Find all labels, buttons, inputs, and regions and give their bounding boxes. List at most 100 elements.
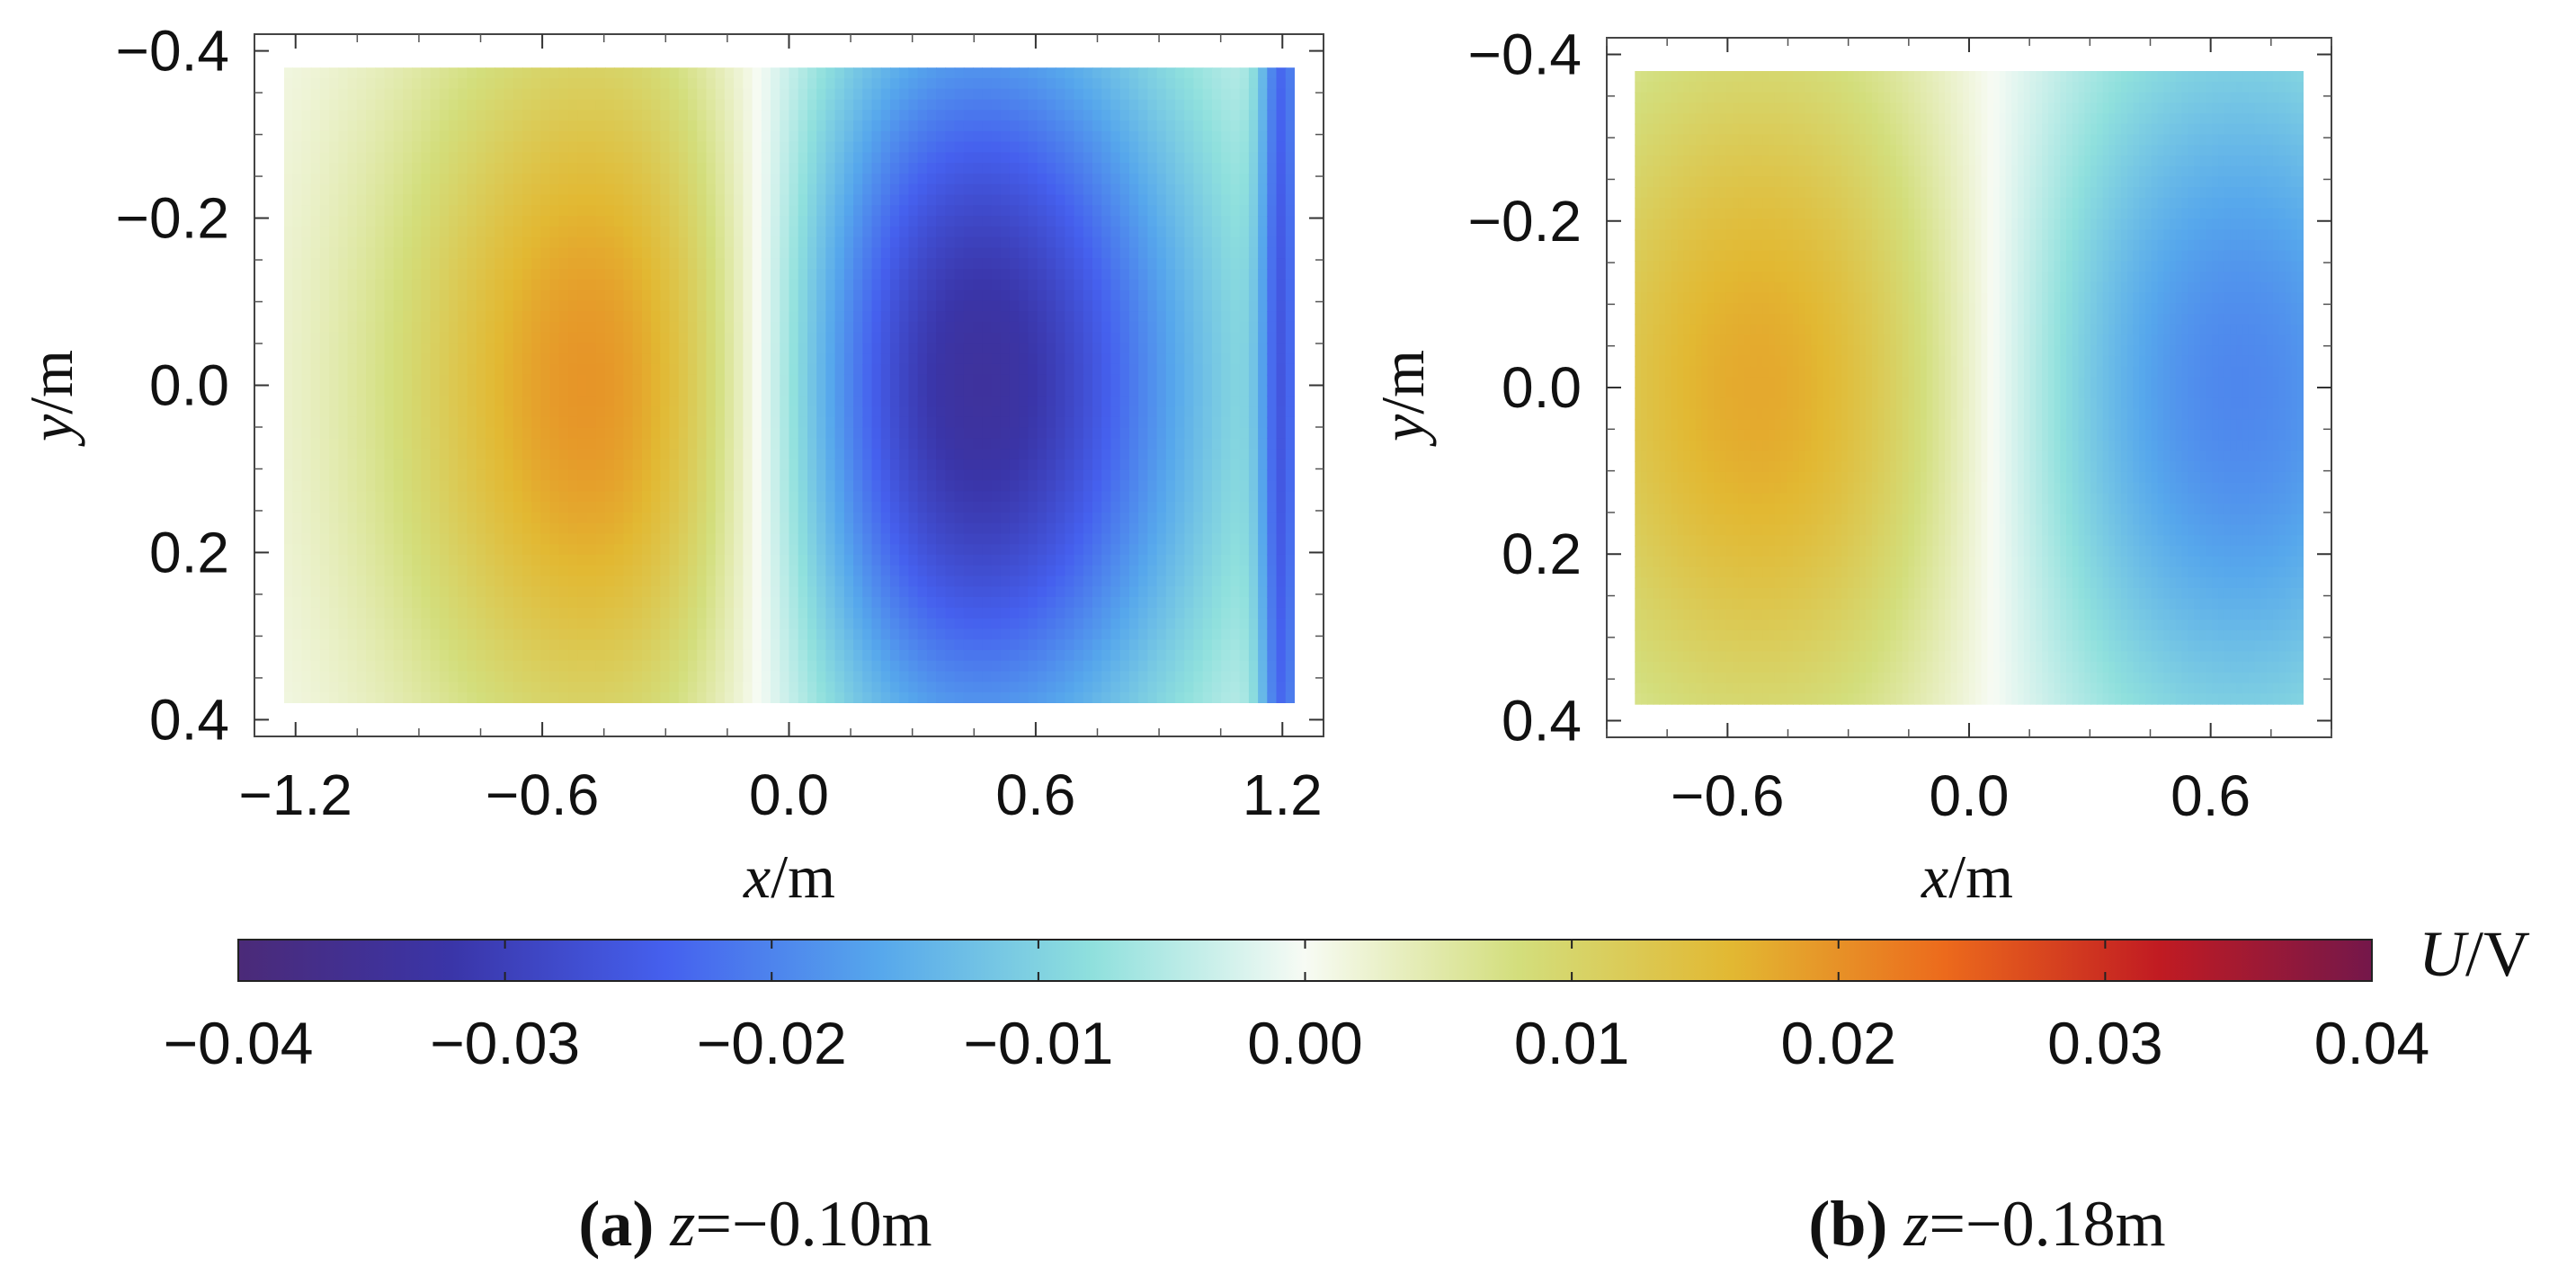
heatmap-cell <box>632 247 643 259</box>
heatmap-cell <box>871 469 882 482</box>
heatmap-cell <box>319 502 330 513</box>
heatmap-cell <box>982 544 993 556</box>
heatmap-cell <box>586 152 597 164</box>
heatmap-cell <box>771 522 780 535</box>
heatmap-cell <box>449 343 459 354</box>
heatmap-cell <box>586 512 597 524</box>
heatmap-cell <box>521 141 532 154</box>
heatmap-cell <box>1028 406 1038 418</box>
heatmap-cell <box>1037 406 1047 418</box>
heatmap-cell <box>513 332 523 344</box>
heatmap-cell <box>734 141 744 154</box>
heatmap-cell <box>558 554 569 566</box>
heatmap-cell <box>853 671 864 683</box>
heatmap-cell <box>1028 130 1038 143</box>
heatmap-cell <box>458 88 468 101</box>
heatmap-cell <box>356 332 367 344</box>
heatmap-cell <box>595 279 606 291</box>
heatmap-cell <box>586 607 597 620</box>
heatmap-cell <box>825 174 836 185</box>
heatmap-cell <box>513 183 523 196</box>
heatmap-cell <box>954 438 965 450</box>
heatmap-cell <box>660 586 671 598</box>
heatmap-cell <box>743 406 753 418</box>
heatmap-cell <box>1000 332 1011 344</box>
heatmap-cell <box>1037 174 1047 185</box>
heatmap-cell <box>641 279 652 291</box>
heatmap-cell <box>476 459 486 471</box>
heatmap-cell <box>623 363 634 376</box>
heatmap-cell <box>734 480 744 493</box>
heatmap-cell <box>669 512 680 524</box>
heatmap-cell <box>412 618 423 630</box>
heatmap-cell <box>862 438 873 450</box>
heatmap-cell <box>586 374 597 387</box>
heatmap-cell <box>660 416 671 429</box>
heatmap-cell <box>521 459 532 471</box>
heatmap-cell <box>384 639 395 651</box>
heatmap-cell <box>623 480 634 493</box>
heatmap-cell <box>871 88 882 101</box>
heatmap-cell <box>595 174 606 185</box>
heatmap-cell <box>439 586 450 598</box>
heatmap-cell <box>412 607 423 620</box>
heatmap-cell <box>558 544 569 556</box>
heatmap-cell <box>1037 459 1047 471</box>
heatmap-cell <box>917 216 928 227</box>
heatmap-cell <box>982 639 993 651</box>
heatmap-cell <box>899 639 910 651</box>
heatmap-cell <box>991 152 1002 164</box>
heatmap-cell <box>734 533 744 545</box>
heatmap-cell <box>660 512 671 524</box>
heatmap-cell <box>780 522 790 535</box>
heatmap-cell <box>531 692 542 703</box>
heatmap-cell <box>697 353 708 365</box>
heatmap-cell <box>798 512 808 524</box>
heatmap-cell <box>816 311 827 323</box>
heatmap-cell <box>375 491 386 503</box>
heatmap-cell <box>439 141 450 154</box>
heatmap-cell <box>724 469 735 482</box>
heatmap-cell <box>862 110 873 121</box>
heatmap-cell <box>761 110 771 121</box>
heatmap-cell <box>284 660 293 673</box>
heatmap-cell <box>614 554 625 566</box>
heatmap-cell <box>834 353 845 365</box>
heatmap-cell <box>449 660 459 673</box>
heatmap-cell <box>403 67 413 79</box>
heatmap-cell <box>412 629 423 640</box>
heatmap-cell <box>1028 639 1038 651</box>
heatmap-cell <box>660 396 671 407</box>
heatmap-cell <box>568 639 579 651</box>
heatmap-cell <box>706 618 717 630</box>
heatmap-cell <box>1019 269 1030 281</box>
heatmap-cell <box>356 174 367 185</box>
heatmap-cell <box>586 522 597 535</box>
heatmap-cell <box>310 682 321 693</box>
heatmap-cell <box>743 247 753 259</box>
heatmap-cell <box>605 502 615 513</box>
heatmap-cell <box>651 671 662 683</box>
heatmap-cell <box>430 491 441 503</box>
heatmap-cell <box>798 247 808 259</box>
heatmap-cell <box>1037 533 1047 545</box>
heatmap-cell <box>292 194 303 207</box>
heatmap-cell <box>513 300 523 312</box>
heatmap-cell <box>926 671 937 683</box>
heatmap-cell <box>301 311 312 323</box>
heatmap-cell <box>1000 363 1011 376</box>
heatmap-cell <box>486 385 495 397</box>
heatmap-cell <box>917 343 928 354</box>
heatmap-cell <box>605 311 615 323</box>
heatmap-cell <box>697 575 708 588</box>
heatmap-cell <box>549 660 560 673</box>
heatmap-cell <box>301 67 312 79</box>
heatmap-cell <box>301 639 312 651</box>
heatmap-cell <box>816 480 827 493</box>
heatmap-cell <box>752 258 762 270</box>
heatmap-cell <box>319 438 330 450</box>
heatmap-cell <box>421 385 432 397</box>
heatmap-cell <box>495 438 505 450</box>
heatmap-cell <box>734 311 744 323</box>
heatmap-cell <box>688 194 698 207</box>
